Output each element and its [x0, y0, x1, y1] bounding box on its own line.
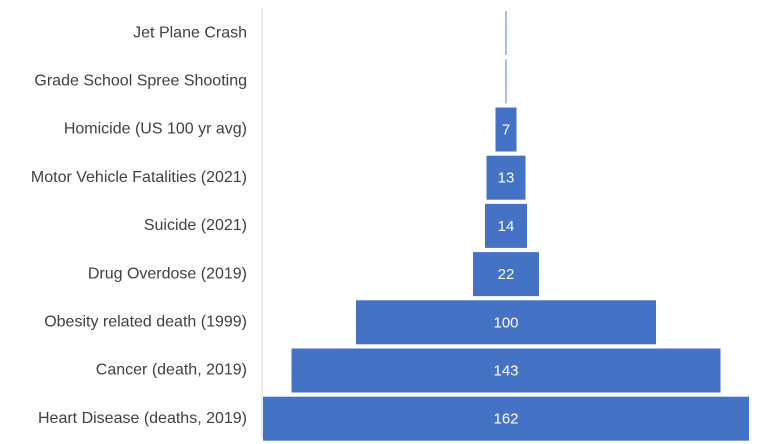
bar — [473, 252, 539, 297]
data-label: 162 — [493, 411, 518, 428]
bar — [505, 11, 507, 56]
bar — [485, 203, 527, 248]
data-label: 143 — [493, 362, 518, 379]
category-label: Motor Vehicle Fatalities (2021) — [31, 169, 247, 186]
bar — [495, 107, 517, 152]
category-label: Drug Overdose (2019) — [88, 265, 247, 282]
bar — [505, 59, 507, 104]
category-label: Jet Plane Crash — [133, 24, 247, 41]
category-label: Suicide (2021) — [144, 217, 247, 234]
bar — [356, 300, 656, 345]
data-label: 100 — [493, 314, 518, 331]
bar — [291, 348, 721, 393]
bar — [486, 155, 526, 200]
data-label: 7 — [502, 121, 510, 138]
data-label: 13 — [498, 170, 515, 187]
data-label: 14 — [498, 218, 515, 235]
category-label: Homicide (US 100 yr avg) — [64, 121, 247, 138]
bar — [263, 396, 749, 441]
category-label: Cancer (death, 2019) — [96, 362, 247, 379]
category-label: Heart Disease (deaths, 2019) — [38, 410, 247, 427]
category-label: Grade School Spree Shooting — [34, 73, 247, 90]
data-label: 22 — [498, 266, 515, 283]
category-label: Obesity related death (1999) — [44, 314, 247, 331]
